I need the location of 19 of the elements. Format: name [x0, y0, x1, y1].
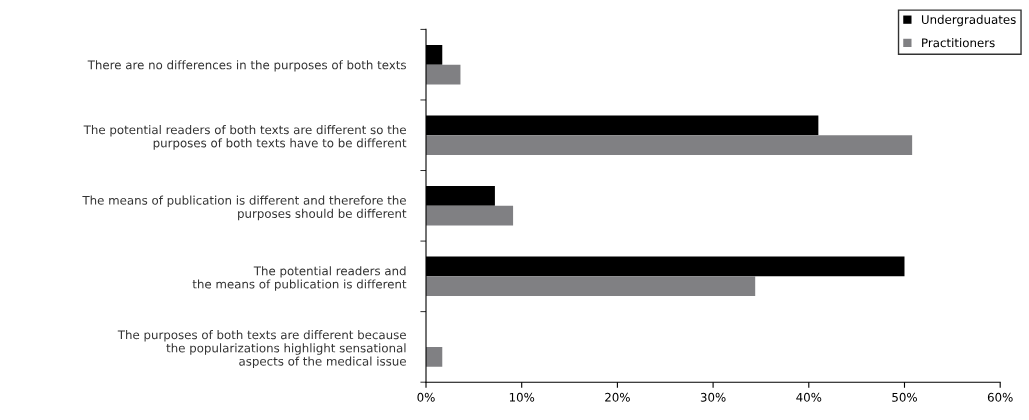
- bar: [426, 135, 913, 155]
- y-tick-label: The purposes of both texts are different because the popularizations highlight sensational aspects of the medical issue: [117, 330, 406, 368]
- bar: [426, 64, 461, 85]
- x-tick-label: 20%: [605, 392, 630, 402]
- x-tick-label: 30%: [700, 392, 726, 402]
- bar: [426, 346, 443, 367]
- x-tick-label: 60%: [987, 392, 1013, 402]
- x-tick-label: 0%: [417, 392, 435, 402]
- legend-label: Undergraduates: [921, 14, 1016, 27]
- x-tick-label: 10%: [509, 392, 535, 402]
- legend-label: Practitioners: [922, 38, 995, 48]
- x-tick-label: 50%: [892, 392, 917, 402]
- y-tick-label: The means of publication is different and therefore the purposes should be different: [82, 195, 407, 221]
- x-tick-label: 40%: [796, 392, 822, 402]
- y-tick-label: The potential readers and the means of publication is different: [192, 266, 407, 291]
- bar: [426, 205, 514, 226]
- y-tick-label: The potential readers of both texts are different so the purposes of both texts have to be different: [83, 125, 407, 150]
- y-tick-label: There are no differences in the purposes of both texts: [87, 60, 406, 72]
- bar: [426, 276, 756, 297]
